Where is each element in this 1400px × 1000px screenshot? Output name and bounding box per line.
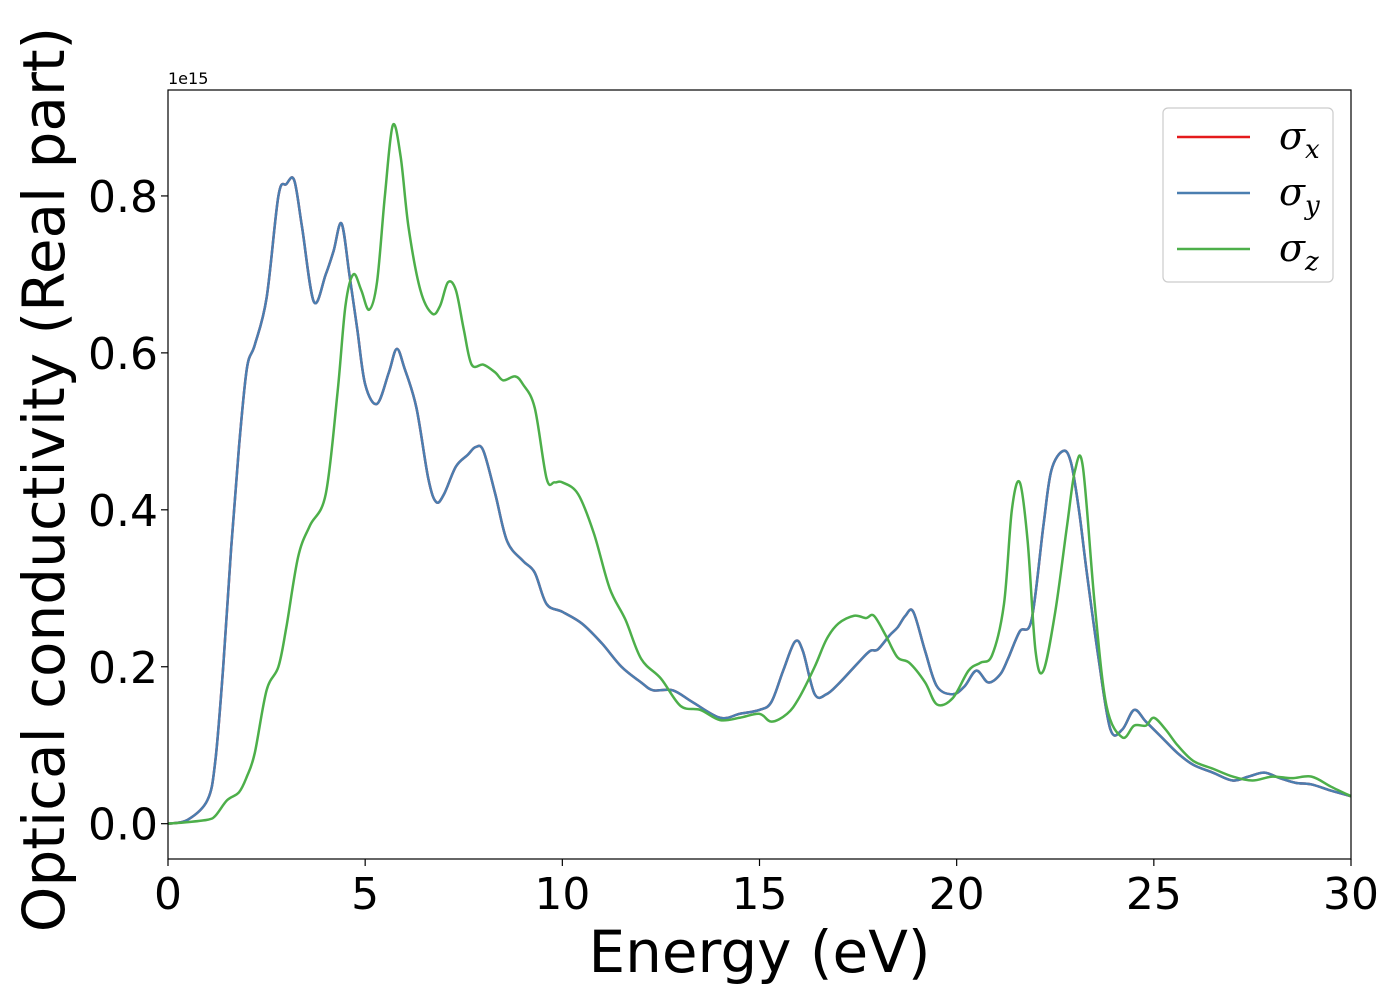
x-tick-label: 10: [534, 869, 590, 920]
legend-label-z: σz: [1279, 226, 1319, 277]
y-tick-label: 0.0: [88, 800, 158, 851]
plot-area: [168, 122, 1351, 825]
y-tick-label: 0.6: [88, 329, 158, 380]
x-tick-label: 15: [732, 869, 788, 920]
y-axis-title: Optical conductivity (Real part): [10, 27, 78, 932]
y-tick-label: 0.8: [88, 172, 158, 223]
legend-label-x: σx: [1279, 114, 1320, 165]
axes: 0 5 10 15 20 25 30 0.0 0.2 0.4 0.6 0.8 1e15 Energy (e…: [10, 27, 1379, 986]
x-tick-label: 5: [351, 869, 379, 920]
legend-box: [1162, 107, 1334, 283]
x-tick-label: 25: [1126, 869, 1182, 920]
series-line-y: [168, 176, 1351, 825]
x-tick-label: 30: [1323, 869, 1379, 920]
y-offset-label: 1e15: [168, 69, 208, 88]
y-tick-label: 0.4: [88, 486, 158, 537]
legend-label-y: σy: [1279, 170, 1320, 221]
x-tick-label: 0: [154, 869, 182, 920]
x-axis-title: Energy (eV): [588, 918, 930, 986]
series-line-z: [168, 122, 1351, 825]
y-tick-label: 0.2: [88, 643, 158, 694]
x-tick-label: 20: [929, 869, 985, 920]
